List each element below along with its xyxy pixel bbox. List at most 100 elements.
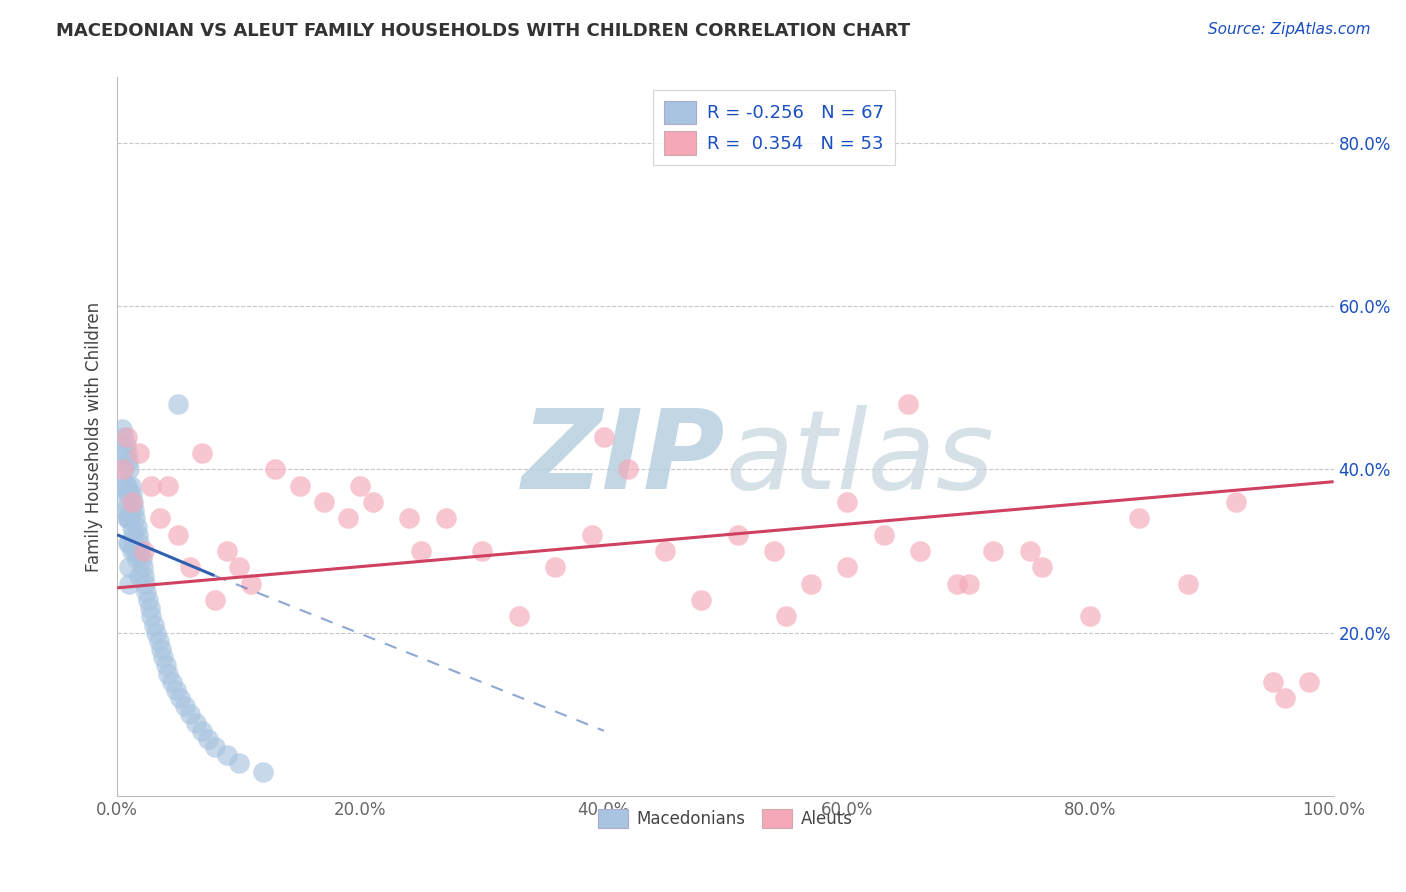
Point [157,479,180,493]
Text: atlas: atlas [725,405,994,512]
Point [215,544,238,558]
Point [897,397,920,411]
Point [617,462,640,476]
Point [128,568,150,582]
Point [155,658,177,673]
Point [1274,691,1296,706]
Point [125,552,148,566]
Text: Source: ZipAtlas.com: Source: ZipAtlas.com [1208,22,1371,37]
Point [727,528,749,542]
Point [592,430,614,444]
Point [132,544,155,558]
Point [121,544,143,558]
Point [115,511,138,525]
Point [118,487,141,501]
Point [544,560,567,574]
Point [800,576,823,591]
Point [128,446,150,460]
Point [118,511,141,525]
Point [167,528,190,542]
Point [128,536,150,550]
Point [132,568,155,582]
Point [117,487,139,501]
Point [337,511,360,525]
Point [872,528,894,542]
Point [117,454,139,468]
Point [1177,576,1199,591]
Point [122,503,145,517]
Point [690,593,713,607]
Point [349,479,371,493]
Point [115,430,138,444]
Point [191,723,214,738]
Point [157,666,180,681]
Point [835,560,858,574]
Point [434,511,457,525]
Point [252,764,274,779]
Point [117,511,139,525]
Point [835,495,858,509]
Point [945,576,967,591]
Point [121,487,143,501]
Point [124,511,146,525]
Point [118,560,141,574]
Point [134,576,156,591]
Point [165,682,187,697]
Point [136,593,159,607]
Point [148,634,170,648]
Point [1128,511,1150,525]
Point [1018,544,1040,558]
Point [122,536,145,550]
Point [122,528,145,542]
Point [152,650,174,665]
Text: MACEDONIAN VS ALEUT FAMILY HOUSEHOLDS WITH CHILDREN CORRELATION CHART: MACEDONIAN VS ALEUT FAMILY HOUSEHOLDS WI… [56,22,910,40]
Point [141,609,163,624]
Point [215,748,238,763]
Point [114,430,136,444]
Point [112,446,135,460]
Point [115,446,138,460]
Point [763,544,786,558]
Point [122,495,145,509]
Point [142,617,165,632]
Legend: Macedonians, Aleuts: Macedonians, Aleuts [592,802,859,835]
Point [775,609,797,624]
Point [264,462,287,476]
Point [115,479,138,493]
Point [240,576,263,591]
Point [114,503,136,517]
Point [398,511,420,525]
Point [121,495,143,509]
Point [132,560,155,574]
Point [160,674,183,689]
Point [111,421,134,435]
Point [112,479,135,493]
Point [1078,609,1101,624]
Point [135,585,157,599]
Point [124,544,146,558]
Point [981,544,1004,558]
Point [114,438,136,452]
Point [118,462,141,476]
Point [125,519,148,533]
Point [112,462,135,476]
Point [654,544,676,558]
Point [145,625,167,640]
Point [957,576,980,591]
Point [149,642,172,657]
Point [169,691,191,706]
Point [118,576,141,591]
Point [228,560,250,574]
Point [120,503,142,517]
Point [186,715,208,730]
Point [179,707,201,722]
Point [1261,674,1284,689]
Point [581,528,603,542]
Point [129,544,152,558]
Point [191,446,214,460]
Point [197,731,219,746]
Y-axis label: Family Households with Children: Family Households with Children [86,301,103,572]
Point [131,552,153,566]
Point [114,462,136,476]
Point [114,495,136,509]
